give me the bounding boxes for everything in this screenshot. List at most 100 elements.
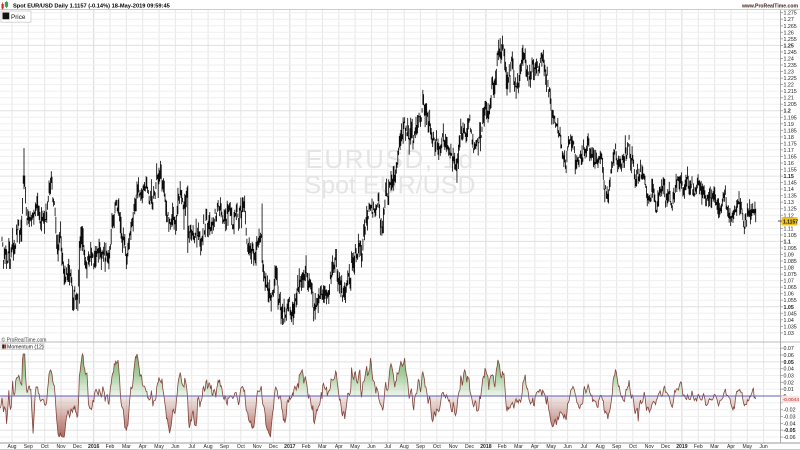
svg-text:-0.05: -0.05	[784, 428, 796, 434]
svg-text:0.05: 0.05	[784, 360, 794, 366]
svg-text:1.1: 1.1	[784, 239, 791, 245]
svg-text:2016: 2016	[88, 444, 99, 450]
svg-text:1.075: 1.075	[784, 272, 797, 278]
svg-text:1.195: 1.195	[784, 115, 797, 121]
svg-text:1.255: 1.255	[784, 37, 797, 43]
svg-text:1.265: 1.265	[784, 24, 797, 30]
svg-text:Sep: Sep	[24, 444, 33, 450]
svg-text:Feb: Feb	[694, 444, 703, 450]
svg-text:Dec: Dec	[465, 444, 475, 450]
svg-text:Jul: Jul	[385, 444, 392, 450]
svg-text:Jun: Jun	[367, 444, 375, 450]
svg-text:2019: 2019	[676, 444, 687, 450]
svg-text:1.18: 1.18	[784, 135, 794, 141]
svg-text:1.135: 1.135	[784, 194, 797, 200]
svg-text:1.17: 1.17	[784, 148, 794, 154]
svg-text:1.04: 1.04	[784, 318, 794, 324]
svg-text:1.14: 1.14	[784, 187, 794, 193]
svg-text:Mar: Mar	[514, 444, 523, 450]
svg-text:May: May	[350, 444, 360, 450]
svg-text:© ProRealTime.com: © ProRealTime.com	[2, 336, 47, 343]
svg-text:Spot EUR/USD Daily 1.1157 (-0.: Spot EUR/USD Daily 1.1157 (-0.14%) 18-Ma…	[13, 4, 170, 10]
svg-text:www.ProRealTime.com: www.ProRealTime.com	[741, 4, 799, 10]
svg-text:1.275: 1.275	[784, 11, 797, 17]
svg-text:0.06: 0.06	[784, 353, 794, 359]
svg-text:Feb: Feb	[106, 444, 115, 450]
svg-text:1.08: 1.08	[784, 266, 794, 272]
svg-text:Apr: Apr	[335, 444, 343, 450]
svg-text:1.045: 1.045	[784, 311, 797, 317]
svg-text:Oct: Oct	[41, 444, 50, 450]
svg-text:Sep: Sep	[416, 444, 425, 450]
svg-text:Nov: Nov	[56, 444, 66, 450]
svg-text:-0.0044: -0.0044	[783, 397, 800, 403]
svg-text:Jun: Jun	[759, 444, 767, 450]
svg-text:Oct: Oct	[433, 444, 442, 450]
svg-text:1.27: 1.27	[784, 17, 794, 23]
svg-text:-0.02: -0.02	[784, 408, 796, 414]
svg-text:1.06: 1.06	[784, 292, 794, 298]
svg-text:1.175: 1.175	[784, 141, 797, 147]
svg-text:0.03: 0.03	[784, 374, 794, 380]
svg-text:1.16: 1.16	[784, 161, 794, 167]
svg-text:Oct: Oct	[237, 444, 246, 450]
svg-text:1.035: 1.035	[784, 324, 797, 330]
svg-text:Nov: Nov	[449, 444, 459, 450]
svg-text:Dec: Dec	[661, 444, 671, 450]
svg-text:2018: 2018	[480, 444, 491, 450]
svg-text:Aug: Aug	[7, 444, 16, 450]
svg-text:1.225: 1.225	[784, 76, 797, 82]
svg-text:Jul: Jul	[188, 444, 195, 450]
svg-text:Apr: Apr	[531, 444, 539, 450]
svg-text:Nov: Nov	[645, 444, 655, 450]
svg-text:-0.03: -0.03	[784, 415, 796, 421]
svg-text:Momentum (12): Momentum (12)	[7, 344, 44, 350]
svg-text:1.23: 1.23	[784, 70, 794, 76]
svg-text:1.185: 1.185	[784, 128, 797, 134]
svg-text:1.145: 1.145	[784, 181, 797, 187]
svg-text:1.1157: 1.1157	[783, 219, 798, 225]
svg-text:Price: Price	[11, 14, 26, 21]
svg-text:Apr: Apr	[727, 444, 735, 450]
svg-text:0.01: 0.01	[784, 387, 794, 393]
svg-text:1.105: 1.105	[784, 233, 797, 239]
svg-text:May: May	[546, 444, 556, 450]
svg-text:Mar: Mar	[318, 444, 327, 450]
svg-text:1.12: 1.12	[784, 213, 794, 219]
svg-text:1.125: 1.125	[784, 207, 797, 213]
svg-text:1.13: 1.13	[784, 200, 794, 206]
svg-text:Aug: Aug	[204, 444, 213, 450]
svg-text:1.21: 1.21	[784, 96, 794, 102]
svg-text:Feb: Feb	[302, 444, 311, 450]
svg-text:1.205: 1.205	[784, 102, 797, 108]
svg-text:Aug: Aug	[400, 444, 409, 450]
svg-text:1.07: 1.07	[784, 279, 794, 285]
svg-text:Jul: Jul	[581, 444, 588, 450]
svg-text:0.02: 0.02	[784, 380, 794, 386]
svg-text:1.055: 1.055	[784, 298, 797, 304]
svg-text:-0.06: -0.06	[784, 435, 796, 441]
svg-text:Apr: Apr	[139, 444, 147, 450]
svg-text:1.05: 1.05	[784, 305, 794, 311]
svg-text:1.19: 1.19	[784, 122, 794, 128]
svg-text:May: May	[742, 444, 752, 450]
svg-text:Sep: Sep	[612, 444, 621, 450]
svg-text:Dec: Dec	[73, 444, 83, 450]
svg-text:Mar: Mar	[122, 444, 131, 450]
svg-text:Aug: Aug	[596, 444, 605, 450]
svg-text:1.11: 1.11	[784, 226, 794, 232]
svg-text:1.215: 1.215	[784, 89, 797, 95]
svg-text:1.155: 1.155	[784, 168, 797, 174]
svg-text:1.165: 1.165	[784, 155, 797, 161]
svg-text:Spot EUR/USD: Spot EUR/USD	[305, 172, 476, 200]
svg-text:May: May	[154, 444, 164, 450]
svg-text:Sep: Sep	[220, 444, 229, 450]
svg-text:Mar: Mar	[710, 444, 719, 450]
svg-text:1.09: 1.09	[784, 253, 794, 259]
svg-text:1.095: 1.095	[784, 246, 797, 252]
svg-text:Jun: Jun	[171, 444, 179, 450]
svg-text:1.2: 1.2	[784, 109, 791, 115]
svg-text:1.065: 1.065	[784, 285, 797, 291]
svg-text:Dec: Dec	[269, 444, 279, 450]
svg-text:1.235: 1.235	[784, 63, 797, 69]
